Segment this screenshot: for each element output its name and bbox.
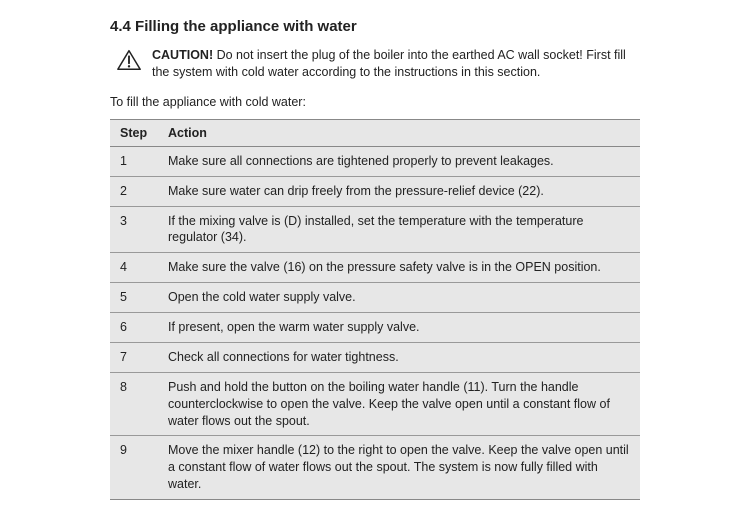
step-number: 5 <box>110 283 158 313</box>
warning-triangle-icon <box>116 47 142 72</box>
step-number: 8 <box>110 372 158 436</box>
step-number: 2 <box>110 176 158 206</box>
caution-block: CAUTION! Do not insert the plug of the b… <box>110 47 640 81</box>
step-action: Make sure the valve (16) on the pressure… <box>158 253 640 283</box>
intro-text: To fill the appliance with cold water: <box>110 95 640 109</box>
table-row: 5Open the cold water supply valve. <box>110 283 640 313</box>
col-header-action: Action <box>158 119 640 146</box>
section-number: 4.4 <box>110 18 131 35</box>
table-row: 7Check all connections for water tightne… <box>110 342 640 372</box>
step-action: Push and hold the button on the boiling … <box>158 372 640 436</box>
table-row: 4Make sure the valve (16) on the pressur… <box>110 253 640 283</box>
step-action: Check all connections for water tightnes… <box>158 342 640 372</box>
table-row: 9Move the mixer handle (12) to the right… <box>110 436 640 500</box>
caution-label: CAUTION! <box>152 48 213 62</box>
step-action: Open the cold water supply valve. <box>158 283 640 313</box>
step-number: 6 <box>110 313 158 343</box>
table-row: 6If present, open the warm water supply … <box>110 313 640 343</box>
step-number: 3 <box>110 206 158 253</box>
step-action: Move the mixer handle (12) to the right … <box>158 436 640 500</box>
caution-text: CAUTION! Do not insert the plug of the b… <box>152 47 640 81</box>
table-row: 3If the mixing valve is (D) installed, s… <box>110 206 640 253</box>
step-number: 7 <box>110 342 158 372</box>
steps-table: Step Action 1Make sure all connections a… <box>110 119 640 500</box>
step-number: 4 <box>110 253 158 283</box>
table-row: 8Push and hold the button on the boiling… <box>110 372 640 436</box>
step-number: 9 <box>110 436 158 500</box>
table-row: 1Make sure all connections are tightened… <box>110 146 640 176</box>
caution-body: Do not insert the plug of the boiler int… <box>152 48 626 79</box>
step-action: Make sure water can drip freely from the… <box>158 176 640 206</box>
step-number: 1 <box>110 146 158 176</box>
section-title: Filling the appliance with water <box>135 18 357 35</box>
section-heading: 4.4 Filling the appliance with water <box>110 18 640 35</box>
table-header-row: Step Action <box>110 119 640 146</box>
table-row: 2Make sure water can drip freely from th… <box>110 176 640 206</box>
col-header-step: Step <box>110 119 158 146</box>
step-action: If the mixing valve is (D) installed, se… <box>158 206 640 253</box>
step-action: If present, open the warm water supply v… <box>158 313 640 343</box>
table-body: 1Make sure all connections are tightened… <box>110 146 640 499</box>
step-action: Make sure all connections are tightened … <box>158 146 640 176</box>
